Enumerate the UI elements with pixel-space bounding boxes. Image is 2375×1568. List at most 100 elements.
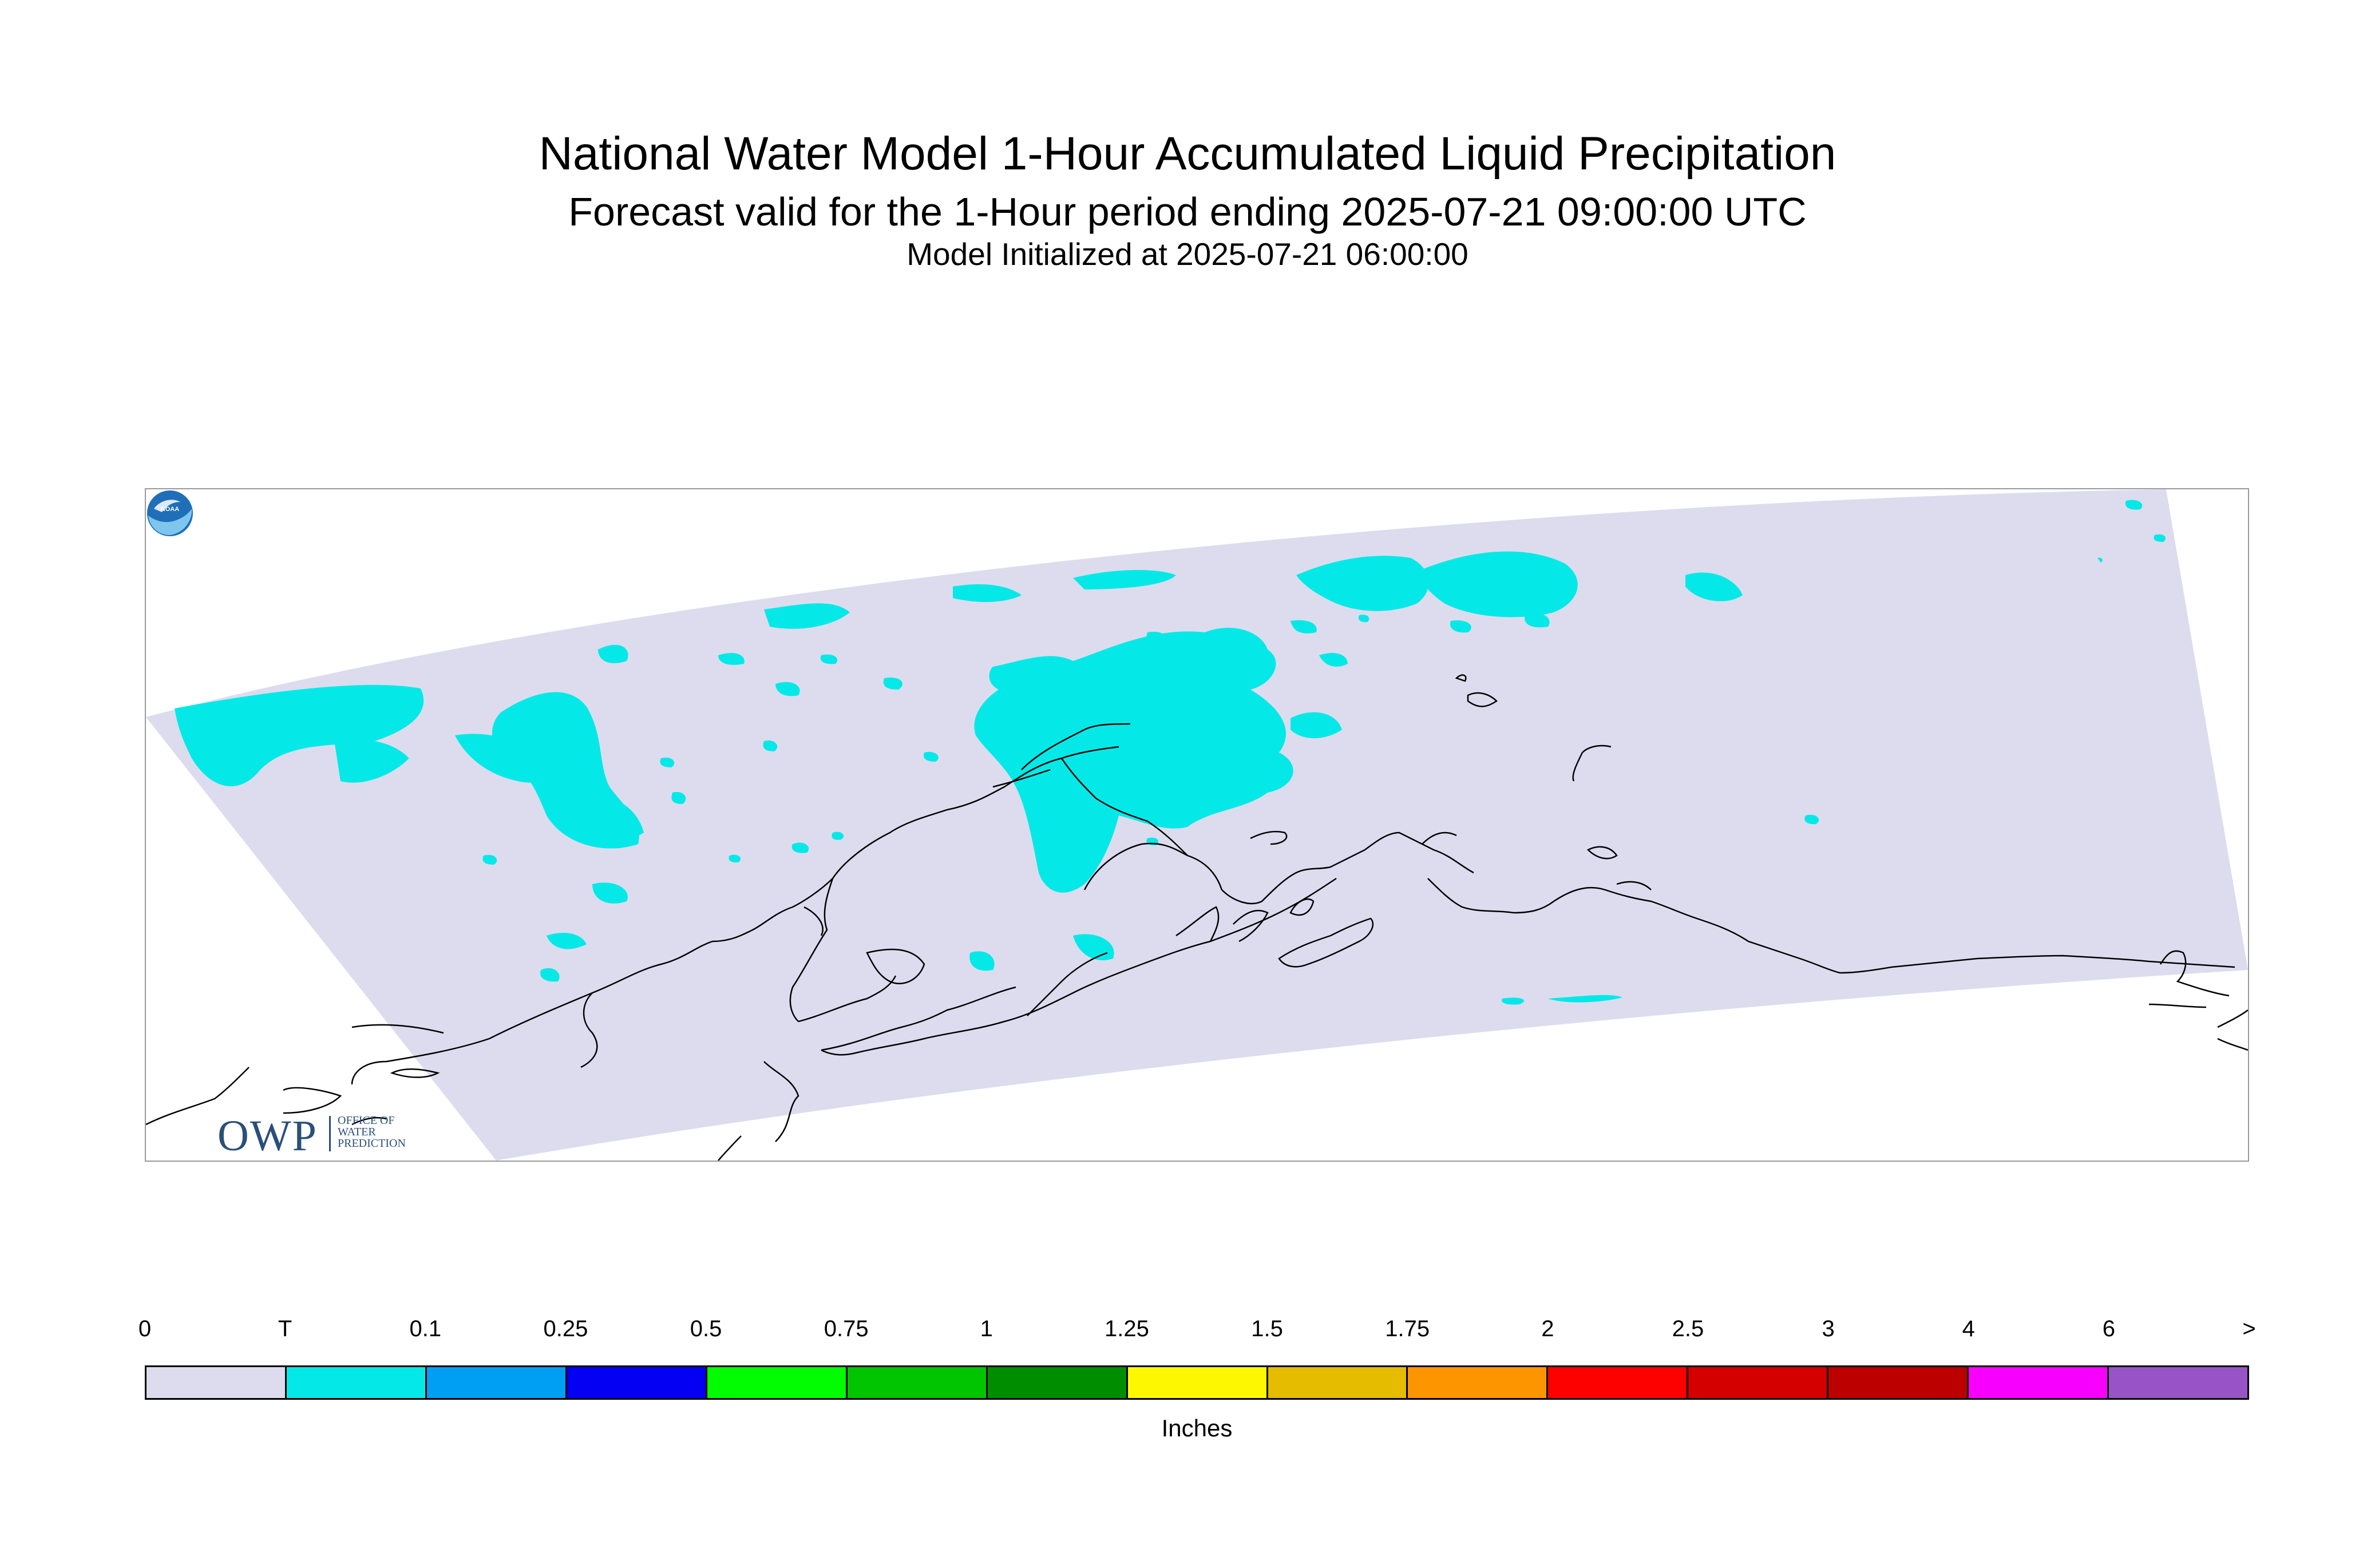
legend-swatch — [847, 1367, 988, 1398]
precip-area — [775, 682, 800, 696]
precip-area — [2125, 500, 2143, 510]
precipitation-map: OWP OFFICE OF WATER PREDICTION NOAA — [145, 488, 2249, 1162]
coastline-segment — [1572, 752, 1584, 782]
legend-tick-label: 1.5 — [1251, 1316, 1283, 1341]
legend-swatch — [567, 1367, 707, 1398]
precip-area — [1685, 572, 1743, 601]
coastline-segment — [718, 1135, 742, 1161]
legend-tick-label: 0 — [138, 1316, 152, 1341]
model-domain — [146, 489, 2248, 1161]
coastline-segment — [1175, 906, 1220, 942]
precip-area — [1296, 556, 1429, 611]
legend-units-label: Inches — [1161, 1415, 1233, 1442]
precip-area — [175, 684, 424, 786]
legend-swatch — [1268, 1367, 1408, 1398]
precip-area — [1032, 666, 1052, 679]
coastline-segment — [803, 906, 824, 936]
precip-area — [660, 757, 675, 767]
legend-swatch — [987, 1367, 1128, 1398]
legend-tick-label: 3 — [1822, 1316, 1835, 1341]
precip-area — [671, 792, 686, 804]
precip-area — [1548, 995, 1622, 1003]
precip-trace-areas — [175, 500, 2166, 1005]
precip-area — [1804, 814, 1819, 825]
legend-swatch — [1828, 1367, 1969, 1398]
noaa-logo: NOAA — [147, 490, 193, 536]
precip-area — [1073, 569, 1176, 589]
coastline-segment — [1616, 881, 1652, 890]
legend-tick-label: 0.1 — [409, 1316, 442, 1341]
legend-swatch — [1969, 1367, 2109, 1398]
coastline-segment — [789, 878, 834, 1022]
precip-area — [820, 654, 838, 664]
coastline-segment — [1250, 830, 1288, 845]
coastline-segment — [1553, 886, 1892, 974]
coastline-segment — [580, 992, 598, 1068]
legend-swatch — [1127, 1367, 1268, 1398]
coastline-segment — [1455, 674, 1467, 682]
coastline-segment — [1582, 745, 1612, 753]
precip-area — [764, 603, 850, 629]
precip-area — [335, 740, 409, 783]
legend-tick-label: 2 — [1541, 1316, 1554, 1341]
precip-area — [974, 627, 1293, 893]
precip-area — [763, 741, 778, 751]
coastline-segment — [821, 986, 1016, 1051]
legend-tick-label: 0.75 — [824, 1316, 869, 1341]
legend-tick-label: 4 — [1962, 1316, 1975, 1341]
precip-area — [1358, 615, 1369, 623]
precip-area — [791, 842, 809, 853]
coastline-segment — [992, 769, 1051, 788]
coastline-segment — [1083, 842, 1223, 890]
coastline-segment — [1060, 758, 1188, 856]
precip-area — [1525, 613, 1550, 628]
coastline-segment — [866, 948, 925, 984]
coastline-segment — [390, 1068, 440, 1078]
coastline-segment — [2217, 1009, 2248, 1028]
coastline-segment — [1427, 878, 1554, 914]
coastline-segment — [351, 906, 793, 1085]
precip-area — [2154, 534, 2166, 542]
coastline-segment — [2159, 950, 2230, 997]
legend-tick-label: 1.75 — [1385, 1316, 1430, 1341]
owp-line-3: PREDICTION — [338, 1137, 406, 1150]
precip-area — [1450, 620, 1471, 633]
precip-area — [1319, 652, 1348, 667]
legend-tick-label: > — [2242, 1316, 2256, 1341]
coastline-segment — [1278, 917, 1374, 968]
coastline-segment — [1027, 952, 1108, 1016]
legend-tick-label: 1.25 — [1104, 1316, 1149, 1341]
precip-area — [592, 797, 644, 839]
owp-line-1: OFFICE OF — [338, 1114, 395, 1127]
coastline-segment — [1586, 846, 1618, 860]
precip-area — [953, 584, 1022, 602]
coastline-segment — [283, 1087, 342, 1114]
coastline-segment — [1364, 831, 1474, 874]
coastline-segment — [1467, 692, 1498, 707]
legend-swatch — [147, 1367, 287, 1398]
legend-tick-label: 0.5 — [690, 1316, 722, 1341]
precip-area — [598, 644, 628, 663]
precip-area — [540, 968, 560, 982]
coastline-segment — [821, 877, 1337, 1056]
legend-swatch — [426, 1367, 567, 1398]
precip-area — [1291, 712, 1342, 738]
chart-title: National Water Model 1-Hour Accumulated … — [539, 128, 1836, 180]
legend-tick-label: 0.25 — [543, 1316, 588, 1341]
coastline-segment — [1289, 898, 1315, 916]
legend-swatch — [1408, 1367, 1549, 1398]
legend-tick-label: 1 — [980, 1316, 993, 1341]
legend-swatch — [1548, 1367, 1689, 1398]
coastlines — [146, 674, 2248, 1161]
precip-area — [1502, 997, 1525, 1005]
legend-tick-label: T — [278, 1316, 292, 1341]
precip-area — [969, 951, 995, 971]
coastline-segment — [2217, 1038, 2248, 1051]
coastline-segment — [1021, 723, 1131, 770]
precip-area — [832, 831, 844, 840]
coastline-segment — [763, 1061, 799, 1142]
legend-swatch — [286, 1367, 427, 1398]
precip-area — [883, 678, 902, 690]
owp-logo-divider — [329, 1116, 331, 1151]
coastline-segment — [351, 1116, 387, 1126]
